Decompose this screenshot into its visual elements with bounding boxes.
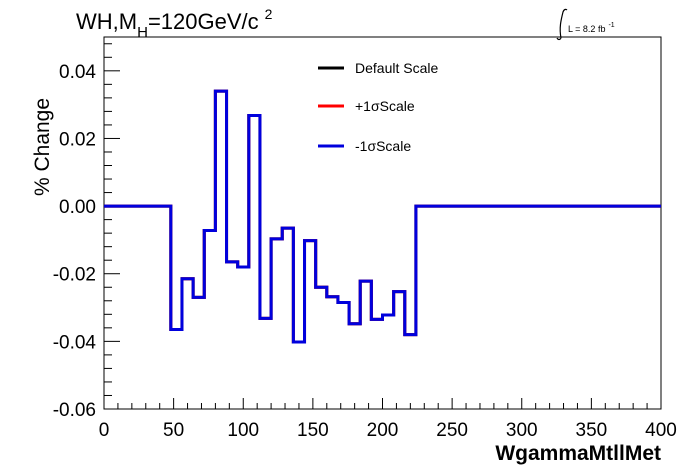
series-line-1 — [104, 89, 661, 344]
lumi-sup: -1 — [608, 22, 614, 29]
y-tick-label: 0.04 — [59, 62, 96, 83]
x-tick-label: 150 — [297, 420, 329, 441]
y-tick-label: -0.06 — [53, 400, 96, 421]
title-sub: H — [137, 24, 148, 41]
y-axis-ticks — [104, 43, 120, 410]
x-tick-label: 0 — [99, 420, 110, 441]
y-axis-tick-labels: -0.06 -0.04 -0.02 0.00 0.02 0.04 — [53, 62, 97, 421]
plot-frame — [103, 36, 662, 410]
lumi-label: L = 8.2 fb -1 — [556, 8, 615, 41]
x-tick-label: 50 — [163, 420, 184, 441]
x-tick-label: 400 — [645, 420, 677, 441]
y-axis-label: % Change — [31, 98, 54, 196]
legend: Default Scale +1σScale -1σScale — [318, 60, 438, 154]
title-sup: 2 — [265, 6, 273, 22]
series-line-2 — [104, 89, 661, 344]
x-tick-label: 100 — [227, 420, 259, 441]
y-tick-label: 0.02 — [59, 129, 96, 150]
lumi-text: L = 8.2 fb — [568, 24, 605, 34]
x-tick-label: 350 — [576, 420, 608, 441]
x-axis-label: WgammaMtllMet — [495, 442, 661, 465]
series-line-3 — [104, 89, 661, 344]
x-axis-ticks — [103, 398, 662, 409]
integral-sign-icon — [556, 8, 568, 41]
y-tick-label: 0.00 — [59, 197, 96, 218]
title-main: WH,M — [76, 9, 137, 34]
svg-text:L = 8.2 fb-1: L = 8.2 fb -1 — [568, 22, 615, 34]
x-tick-label: 300 — [506, 420, 538, 441]
chart-title: WH,MH=120GeV/c 2 — [76, 6, 273, 41]
y-tick-label: -0.04 — [53, 332, 97, 353]
x-tick-label: 200 — [367, 420, 399, 441]
title-rest: =120GeV/c — [148, 9, 259, 34]
y-tick-label: -0.02 — [53, 265, 96, 286]
x-tick-label: 250 — [436, 420, 468, 441]
legend-label: +1σScale — [355, 98, 415, 114]
legend-label: -1σScale — [355, 138, 411, 154]
x-axis-tick-labels: 0 50 100 150 200 250 300 350 400 — [99, 420, 677, 441]
series-layer — [104, 89, 661, 344]
legend-label: Default Scale — [355, 60, 438, 76]
